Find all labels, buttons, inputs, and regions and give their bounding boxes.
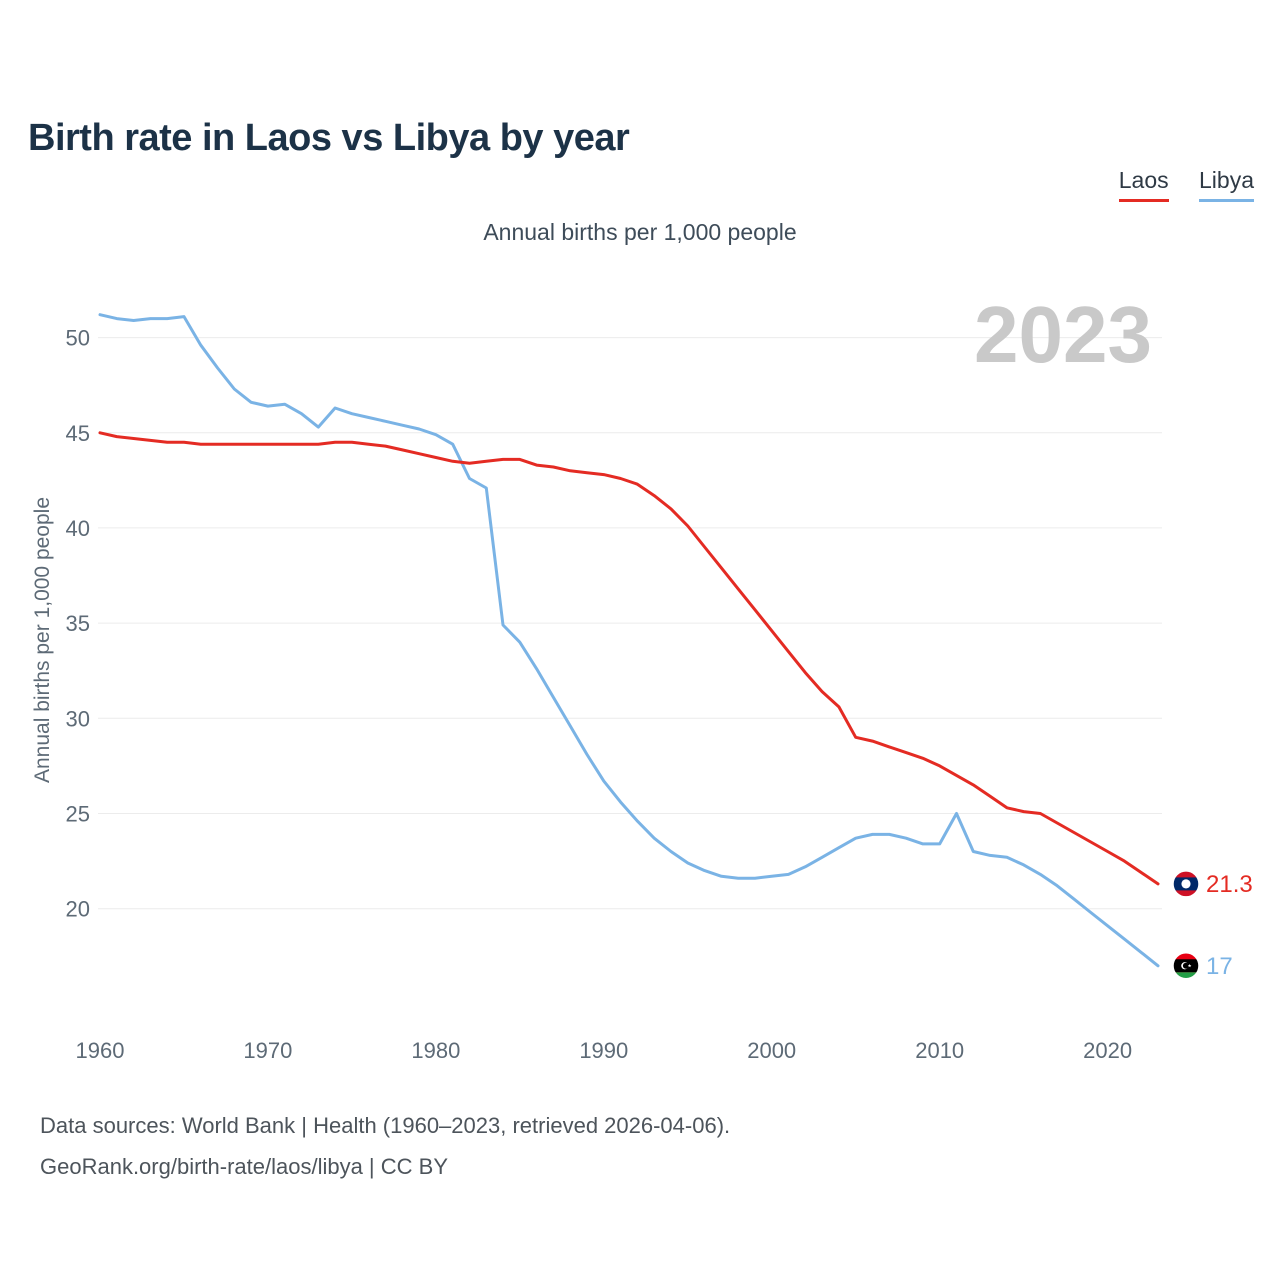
- y-tick-label: 20: [66, 897, 90, 922]
- x-tick-label: 2020: [1083, 1038, 1132, 1063]
- data-sources-line: Data sources: World Bank | Health (1960–…: [40, 1113, 731, 1138]
- footer: Data sources: World Bank | Health (1960–…: [40, 1105, 730, 1187]
- y-tick-label: 35: [66, 611, 90, 636]
- laos-value-label: 21.3: [1206, 871, 1253, 898]
- libya-value-label: 17: [1206, 953, 1233, 980]
- legend-item-laos[interactable]: Laos: [1118, 167, 1169, 202]
- x-tick-label: 1980: [411, 1038, 460, 1063]
- x-tick-label: 2000: [747, 1038, 796, 1063]
- libya-line: [98, 313, 1160, 968]
- chart-subtitle: Annual births per 1,000 people: [483, 219, 797, 245]
- y-tick-label: 25: [66, 802, 90, 827]
- y-tick-label: 30: [66, 706, 90, 731]
- attribution-line: GeoRank.org/birth-rate/laos/libya | CC B…: [40, 1154, 448, 1179]
- y-tick-label: 50: [66, 326, 90, 351]
- libya-flag-icon: [1172, 952, 1200, 980]
- watermark-year: 2023: [974, 290, 1152, 379]
- legend: Laos Libya: [1095, 167, 1254, 202]
- x-tick-label: 1970: [243, 1038, 292, 1063]
- laos-flag-icon: [1172, 870, 1200, 898]
- y-tick-label: 45: [66, 421, 90, 446]
- x-tick-label: 1960: [76, 1038, 125, 1063]
- x-tick-label: 1990: [579, 1038, 628, 1063]
- legend-item-libya[interactable]: Libya: [1199, 167, 1254, 202]
- laos-line: [98, 431, 1160, 886]
- chart-title: Birth rate in Laos vs Libya by year: [28, 117, 630, 160]
- x-tick-label: 2010: [915, 1038, 964, 1063]
- y-tick-label: 40: [66, 516, 90, 541]
